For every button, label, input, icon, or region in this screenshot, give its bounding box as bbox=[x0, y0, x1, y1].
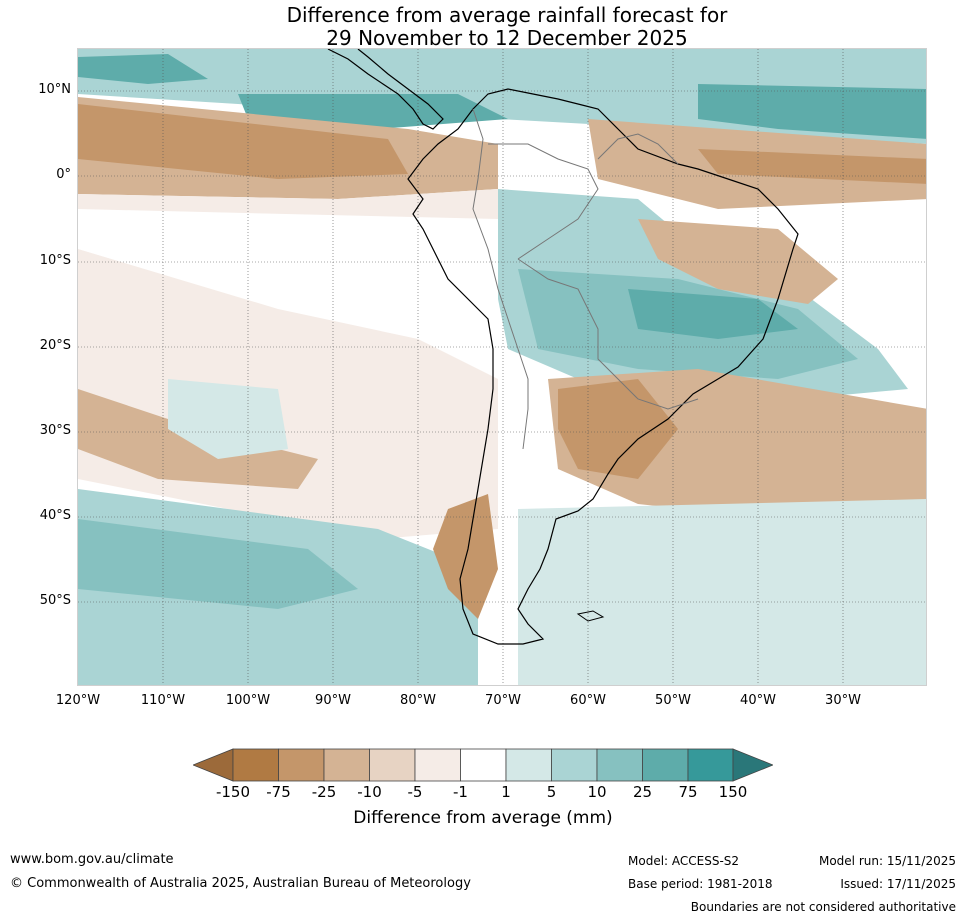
boundaries-disclaimer: Boundaries are not considered authoritat… bbox=[690, 900, 956, 914]
lat-label-30s: 30°S bbox=[39, 423, 71, 438]
rainfall-map bbox=[77, 48, 927, 686]
base-period: Base period: 1981-2018 bbox=[628, 877, 773, 891]
lat-label-10n: 10°N bbox=[38, 82, 71, 97]
colorbar-segment bbox=[369, 748, 416, 782]
colorbar-tick-label: -150 bbox=[215, 783, 251, 801]
colorbar-tick-label: 1 bbox=[501, 783, 511, 801]
colorbar-tick-label: -1 bbox=[453, 783, 468, 801]
lat-label-10s: 10°S bbox=[39, 253, 71, 268]
anomaly-light-dry-south-of-itcz bbox=[78, 189, 498, 219]
copyright-text: © Commonwealth of Australia 2025, Austra… bbox=[10, 876, 471, 891]
colorbar-tick-label: -25 bbox=[311, 783, 337, 801]
border-brazil-south bbox=[517, 258, 699, 410]
anomaly-dry-northeast-brazil bbox=[638, 219, 838, 304]
falkland-islands bbox=[576, 610, 605, 622]
issued-date: Issued: 17/11/2025 bbox=[840, 877, 956, 891]
lat-label-40s: 40°S bbox=[39, 508, 71, 523]
anomaly-wet-north-pacific-core bbox=[78, 54, 208, 84]
colorbar-tick-label: 150 bbox=[718, 783, 748, 801]
south-america-coastline bbox=[407, 88, 799, 645]
lon-label-40w: 40°W bbox=[740, 693, 776, 708]
colorbar-segment bbox=[460, 748, 507, 782]
lon-label-110w: 110°W bbox=[140, 693, 186, 708]
graticule bbox=[78, 49, 926, 685]
colorbar-segment bbox=[278, 748, 325, 782]
lat-label-50s: 50°S bbox=[39, 593, 71, 608]
lon-label-70w: 70°W bbox=[485, 693, 521, 708]
lat-label-20s: 20°S bbox=[39, 338, 71, 353]
colorbar-segment bbox=[642, 748, 689, 782]
colorbar-segment bbox=[505, 748, 552, 782]
lon-label-90w: 90°W bbox=[315, 693, 351, 708]
colorbar bbox=[193, 748, 773, 782]
lon-label-100w: 100°W bbox=[225, 693, 271, 708]
model-name: Model: ACCESS-S2 bbox=[628, 854, 740, 868]
colorbar-tick-label: 25 bbox=[632, 783, 653, 801]
colorbar-segment bbox=[414, 748, 461, 782]
colorbar-tick-label: 5 bbox=[546, 783, 557, 801]
anomaly-wet-southeast-pacific-patch bbox=[168, 379, 288, 459]
border-andes bbox=[472, 108, 529, 450]
anomaly-dry-southeast-pacific bbox=[78, 249, 498, 539]
lat-label-0: 0° bbox=[56, 167, 71, 182]
border-guianas bbox=[597, 133, 679, 165]
lon-label-50w: 50°W bbox=[655, 693, 691, 708]
lon-label-60w: 60°W bbox=[570, 693, 606, 708]
border-brazil-west bbox=[488, 143, 599, 260]
anomaly-wet-south-atlantic bbox=[518, 499, 926, 685]
country-borders bbox=[472, 108, 699, 450]
lon-label-120w: 120°W bbox=[55, 693, 101, 708]
colorbar-segment bbox=[232, 748, 279, 782]
colorbar-tick-label: 75 bbox=[678, 783, 698, 801]
colorbar-tick-label: 10 bbox=[587, 783, 607, 801]
anomaly-dry-equatorial-core bbox=[78, 104, 408, 179]
colorbar-segment bbox=[323, 748, 370, 782]
anomaly-wet-atlantic-north bbox=[698, 84, 926, 139]
colorbar-segment bbox=[596, 748, 643, 782]
map-canvas bbox=[78, 49, 926, 685]
central-america-coastline bbox=[327, 49, 444, 130]
lon-label-30w: 30°W bbox=[825, 693, 861, 708]
colorbar-tick-label: -10 bbox=[357, 783, 382, 801]
rainfall-anomaly-fields bbox=[78, 49, 926, 685]
colorbar-segment bbox=[551, 748, 598, 782]
model-run-date: Model run: 15/11/2025 bbox=[818, 854, 956, 868]
title-line-2: 29 November to 12 December 2025 bbox=[326, 26, 688, 50]
map-title: Difference from average rainfall forecas… bbox=[77, 4, 937, 50]
colorbar-segment-above-max bbox=[732, 748, 773, 782]
website-link[interactable]: www.bom.gov.au/climate bbox=[10, 852, 174, 867]
colorbar-segment bbox=[687, 748, 734, 782]
lon-label-80w: 80°W bbox=[400, 693, 436, 708]
colorbar-title: Difference from average (mm) bbox=[353, 808, 613, 828]
title-line-1: Difference from average rainfall forecas… bbox=[286, 3, 728, 27]
anomaly-wet-brazil-max bbox=[628, 289, 798, 339]
colorbar-tick-label: -5 bbox=[407, 783, 423, 801]
colorbar-segment-below-min bbox=[193, 748, 234, 782]
colorbar-tick-label: -75 bbox=[266, 783, 291, 801]
anomaly-dry-atlantic-core bbox=[698, 149, 926, 184]
anomaly-wet-southern-ocean-core bbox=[78, 519, 358, 609]
